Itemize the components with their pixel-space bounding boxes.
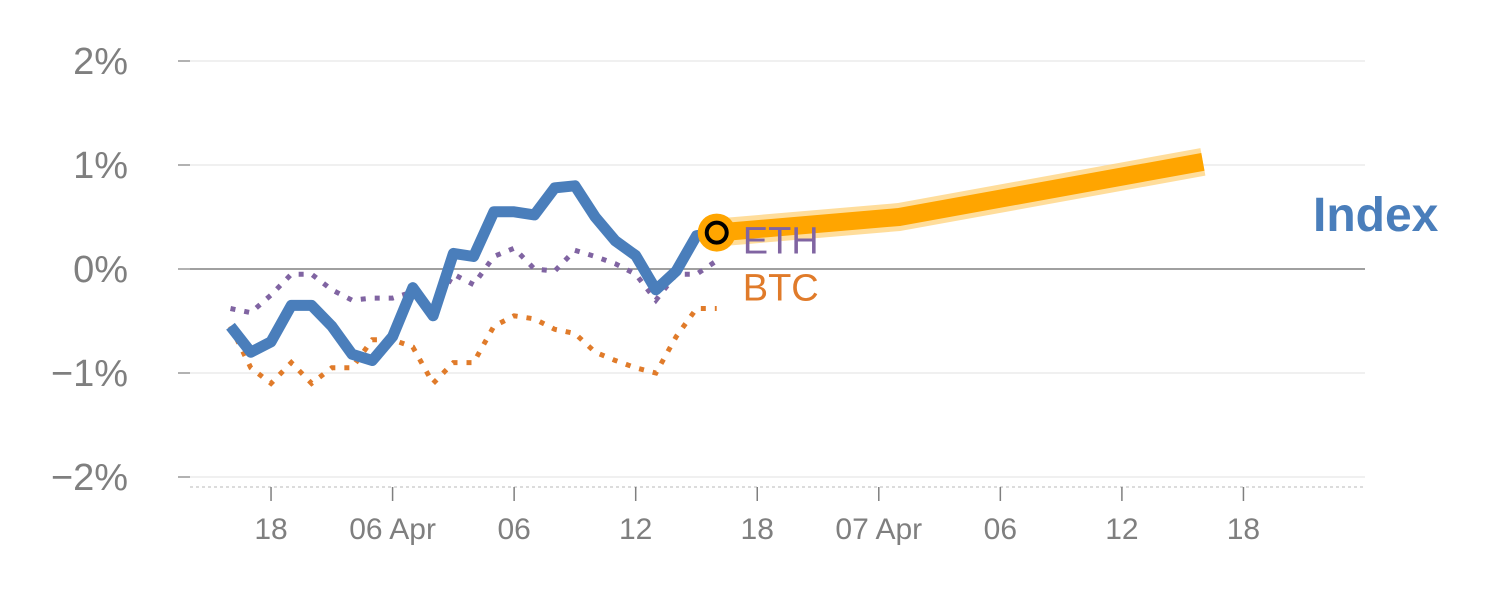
x-tick-label: 18 — [1227, 513, 1260, 546]
y-tick-label: 2% — [73, 41, 128, 83]
x-tick-label: 07 Apr — [835, 513, 922, 546]
x-tick-label: 06 Apr — [349, 513, 436, 546]
x-tick-label: 06 — [497, 513, 530, 546]
series-label-btc: BTC — [743, 268, 819, 310]
x-tick-label: 18 — [254, 513, 287, 546]
junction-marker — [704, 220, 729, 245]
y-tick-label: −1% — [51, 353, 128, 395]
series-lines — [226, 148, 1206, 388]
y-tick-marks — [178, 60, 190, 478]
series-label-eth: ETH — [743, 221, 819, 263]
series-label-index: Index — [1313, 189, 1439, 242]
series-index-line — [226, 180, 718, 366]
x-tick-labels: 18 06 Apr 06 12 18 07 Apr 06 12 18 — [254, 513, 1260, 546]
y-tick-labels: 2% 1% 0% −1% −2% — [51, 41, 128, 499]
y-tick-label: −2% — [51, 457, 128, 499]
x-tick-label: 12 — [1105, 513, 1138, 546]
x-tick-label: 06 — [984, 513, 1017, 546]
y-tick-label: 1% — [73, 145, 128, 187]
x-tick-label: 18 — [741, 513, 774, 546]
y-tick-label: 0% — [73, 249, 128, 291]
x-tick-label: 12 — [619, 513, 652, 546]
series-btc-line — [228, 306, 717, 388]
x-axis — [190, 486, 1365, 501]
series-forecast-line — [715, 153, 1205, 242]
marker-group — [697, 213, 736, 252]
